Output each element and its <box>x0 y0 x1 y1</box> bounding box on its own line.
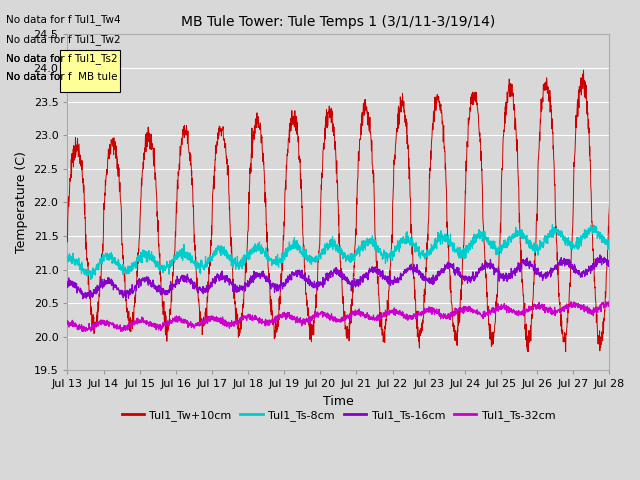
X-axis label: Time: Time <box>323 395 354 408</box>
Text: No data for f  MB tule: No data for f MB tule <box>6 72 118 82</box>
Text: No data for f Tul1_Ts2: No data for f Tul1_Ts2 <box>6 53 118 64</box>
Text: No data for f Tul1_Tw2: No data for f Tul1_Tw2 <box>6 34 121 45</box>
Y-axis label: Temperature (C): Temperature (C) <box>15 152 28 253</box>
Title: MB Tule Tower: Tule Temps 1 (3/1/11-3/19/14): MB Tule Tower: Tule Temps 1 (3/1/11-3/19… <box>181 15 495 29</box>
Text: No data for f Tul1_Ts2: No data for f Tul1_Ts2 <box>6 53 118 64</box>
Text: No data for f Tul1_Tw4: No data for f Tul1_Tw4 <box>6 14 121 25</box>
Legend: Tul1_Tw+10cm, Tul1_Ts-8cm, Tul1_Ts-16cm, Tul1_Ts-32cm: Tul1_Tw+10cm, Tul1_Ts-8cm, Tul1_Ts-16cm,… <box>117 406 560 425</box>
Text: No data for f  MB tule: No data for f MB tule <box>6 72 118 82</box>
